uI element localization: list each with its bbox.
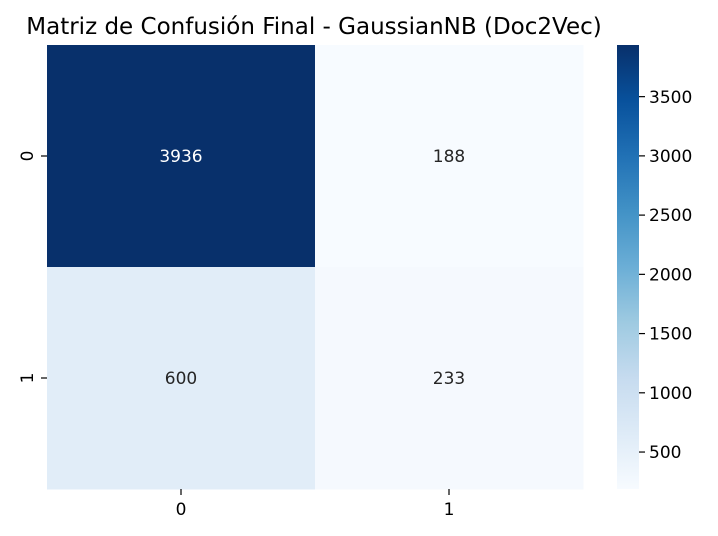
colorbar-tick-label: 2000 bbox=[649, 265, 692, 285]
colorbar-tick-label: 2500 bbox=[649, 206, 692, 226]
heatmap: 3936 188 600 233 bbox=[47, 45, 584, 490]
y-tick-label: 0 bbox=[18, 151, 38, 162]
heatmap-cell-1-1 bbox=[315, 267, 584, 490]
colorbar-tick-label: 1500 bbox=[649, 325, 692, 345]
cell-value-label-1-0: 600 bbox=[165, 369, 197, 389]
colorbar-tick-label: 500 bbox=[649, 443, 681, 463]
y-tick-label: 1 bbox=[18, 373, 38, 384]
cell-value-label-0-0: 3936 bbox=[159, 147, 202, 167]
x-tick-label: 1 bbox=[444, 500, 455, 520]
colorbar-tick-label: 1000 bbox=[649, 384, 692, 404]
colorbar-tick-label: 3500 bbox=[649, 88, 692, 108]
y-axis: 01 bbox=[18, 151, 47, 384]
colorbar: 500 1000 1500 2000 2500 3000 3500 bbox=[617, 45, 692, 489]
colorbar-tick-label: 3000 bbox=[649, 147, 692, 167]
cell-value-label-0-1: 188 bbox=[433, 147, 465, 167]
colorbar-gradient bbox=[617, 45, 639, 489]
heatmap-cell-0-0 bbox=[47, 45, 316, 268]
chart-title: Matriz de Confusión Final - GaussianNB (… bbox=[26, 14, 601, 40]
cell-value-label-1-1: 233 bbox=[433, 369, 465, 389]
heatmap-cell-0-1 bbox=[315, 45, 584, 268]
heatmap-cell-1-0 bbox=[47, 267, 316, 490]
x-tick-label: 0 bbox=[176, 500, 187, 520]
